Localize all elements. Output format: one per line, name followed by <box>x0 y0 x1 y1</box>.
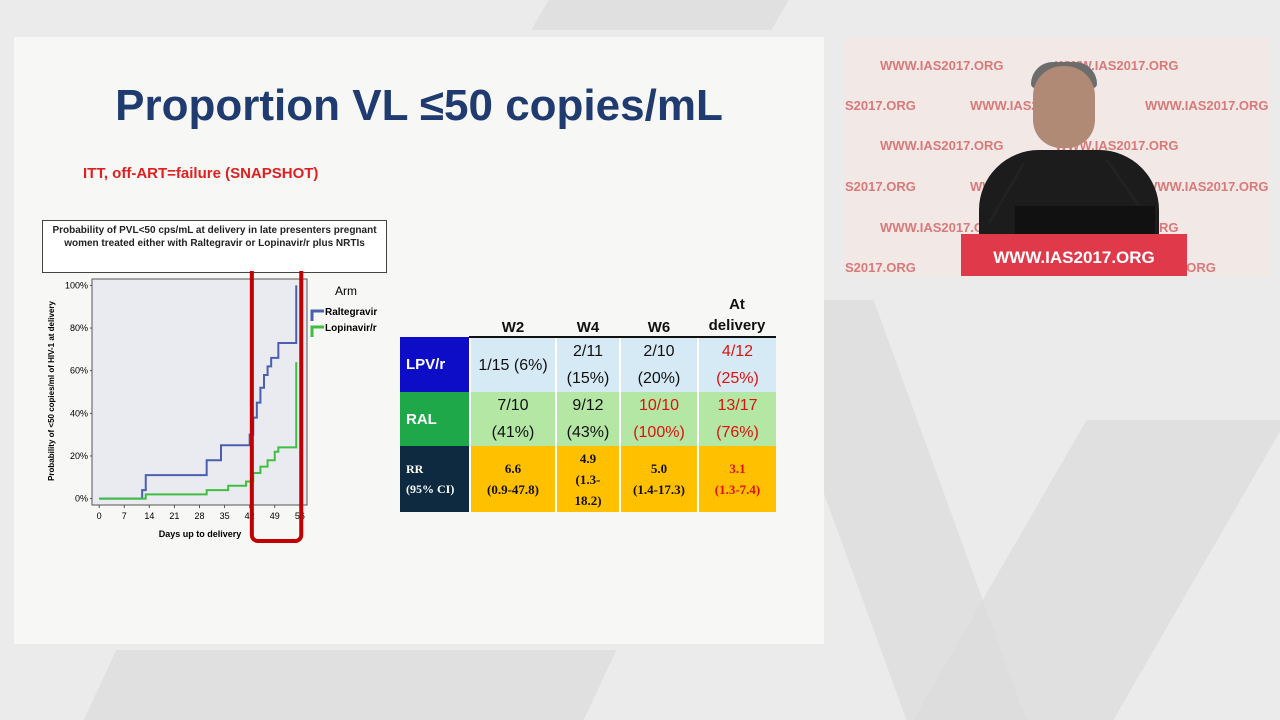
table-cell: 13/17 (76%) <box>697 392 776 446</box>
watermark-text: S2017.ORG <box>845 179 916 194</box>
presentation-slide: Proportion VL ≤50 copies/mL ITT, off-ART… <box>14 37 824 644</box>
row-label-lpv: LPV/r <box>400 337 470 392</box>
chart-title-box: Probability of PVL<50 cps/mL at delivery… <box>42 220 387 273</box>
legend-label-raltegravir: Raltegravir <box>325 307 377 318</box>
lectern: WWW.IAS2017.ORG <box>961 234 1187 276</box>
results-table: W2 W4 W6 At delivery LPV/r 1/15 (6%) 2/11(… <box>400 292 776 512</box>
y-tick-label: 0% <box>75 494 88 504</box>
table-header-empty <box>400 292 470 337</box>
table-cell: 2/10 (20%) <box>619 337 698 392</box>
kaplan-meier-chart: 0%20%40%60%80%100% 0 7 14 21 28 35 42 49 56 Prob… <box>47 271 377 543</box>
table-row-lpv: LPV/r 1/15 (6%) 2/11 (15%) 2/10 (20%) 4/12 (25%… <box>400 337 776 392</box>
background-shape <box>531 0 789 30</box>
y-tick-label: 100% <box>65 280 88 290</box>
watermark-text: WWW.IAS2017.ORG <box>880 138 1004 153</box>
table-cell: 4/12 (25%) <box>697 337 776 392</box>
plot-area <box>91 278 308 506</box>
table-cell: 5.0 (1.4-17.3) <box>619 446 698 512</box>
table-header-w2: W2 <box>470 292 556 338</box>
x-tick-label: 35 <box>220 511 230 521</box>
table-header-row: W2 W4 W6 At delivery <box>400 292 776 338</box>
table-cell: 2/11 (15%) <box>555 337 620 392</box>
legend-swatch-raltegravir <box>310 309 324 321</box>
legend-title: Arm <box>335 284 357 298</box>
lectern-text: WWW.IAS2017.ORG <box>993 248 1155 267</box>
series-line-raltegravir <box>99 285 298 500</box>
x-tick-label: 7 <box>122 511 127 521</box>
table-header-at-delivery: At delivery <box>698 292 776 338</box>
x-tick-label: 42 <box>245 511 255 521</box>
y-tick-label: 40% <box>70 408 88 418</box>
table-cell: 9/12 (43%) <box>555 392 620 446</box>
legend-swatch-lopinavir <box>310 325 324 337</box>
table-cell: 6.6 (0.9-47.8) <box>469 446 556 512</box>
slide-subtitle: ITT, off-ART=failure (SNAPSHOT) <box>83 165 319 182</box>
x-axis-ticks: 0 7 14 21 28 35 42 49 56 <box>97 505 305 521</box>
x-axis-label: Days up to delivery <box>159 529 242 539</box>
y-tick-label: 80% <box>70 323 88 333</box>
table-cell: 1/15 (6%) <box>469 337 556 392</box>
watermark-text: WWW.IAS2017.ORG <box>880 58 1004 73</box>
table-row-ral: RAL 7/10 (41%) 9/12 (43%) 10/10 (100%) 13/17 (76… <box>400 392 776 446</box>
x-tick-label: 0 <box>97 511 102 521</box>
highlight-box <box>249 271 304 543</box>
speaker-video: WWW.IAS2017.ORG WWW.IAS2017.ORG S2017.ORG W… <box>845 38 1270 276</box>
table-cell: 10/10 (100%) <box>619 392 698 446</box>
watermark-text: WWW.IAS2017.ORG <box>880 220 1004 235</box>
y-axis-ticks: 0% 20% 40% 60% 80% 100% <box>65 280 92 504</box>
table-header-w4: W4 <box>556 292 620 338</box>
y-axis-label: Probability of <50 copies/ml of HIV-1 at… <box>47 301 56 481</box>
x-tick-label: 28 <box>194 511 204 521</box>
background-shape <box>83 650 617 720</box>
table-cell: 3.1 (1.3-7.4) <box>697 446 776 512</box>
watermark-text: WWW.IAS2017.ORG <box>1145 179 1269 194</box>
y-tick-label: 20% <box>70 451 88 461</box>
table-header-w6: W6 <box>620 292 698 338</box>
row-label-ral: RAL <box>400 392 470 446</box>
x-tick-label: 49 <box>270 511 280 521</box>
legend-item-lopinavir: Lopinavir/r <box>310 323 377 337</box>
watermark-text: S2017.ORG <box>845 98 916 113</box>
x-tick-label: 21 <box>169 511 179 521</box>
y-tick-label: 60% <box>70 366 88 376</box>
table-row-rr: RR (95% CI) 6.6 (0.9-47.8) 4.9 (1.3- 18.2) 5.0(… <box>400 446 776 512</box>
legend-item-raltegravir: Raltegravir <box>310 307 377 321</box>
x-tick-label: 14 <box>144 511 154 521</box>
watermark-text: S2017.ORG <box>845 260 916 275</box>
row-label-rr: RR (95% CI) <box>400 446 470 512</box>
slide-title: Proportion VL ≤50 copies/mL <box>115 81 723 130</box>
watermark-text: WWW.IAS2017.ORG <box>1145 98 1269 113</box>
table-cell: 4.9 (1.3- 18.2) <box>555 446 620 512</box>
speaker-head <box>1033 66 1095 148</box>
laptop <box>1015 206 1155 236</box>
table-cell: 7/10 (41%) <box>469 392 556 446</box>
watermark-text: WWW.IAS2017.ORG <box>1055 138 1179 153</box>
legend-label-lopinavir: Lopinavir/r <box>325 323 377 334</box>
